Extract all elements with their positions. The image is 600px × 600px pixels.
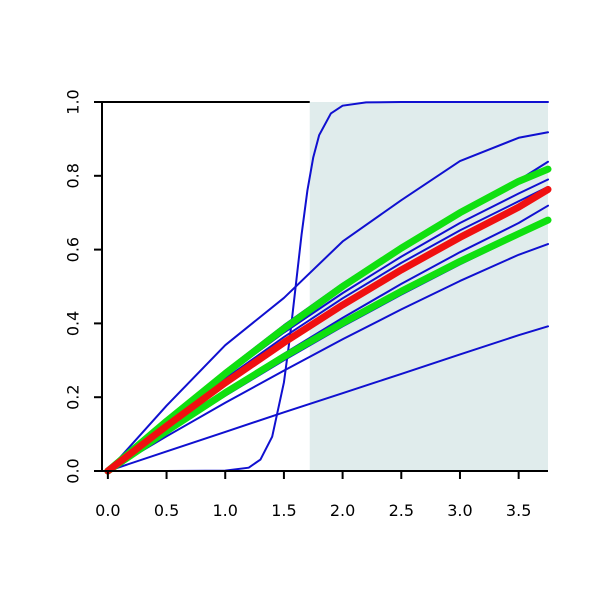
axes-layer: 0.0 0.2 0.4 0.6 0.8 1.0 0.0 0.5 1.0 1.5 2.0 2.5 3.0 3… — [64, 89, 548, 520]
x-tick-label: 1.5 — [271, 501, 296, 520]
y-tick-label: 0.4 — [64, 311, 83, 336]
x-tick-label: 2.5 — [389, 501, 414, 520]
y-tick-label: 0.2 — [64, 384, 83, 409]
series-line-9 — [106, 101, 549, 472]
y-tick-label: 1.0 — [64, 89, 83, 114]
series-line-11 — [104, 216, 552, 475]
series-line-1 — [106, 131, 549, 472]
series-layer — [104, 101, 552, 475]
x-tick-label: 1.0 — [213, 501, 238, 520]
x-tick-label: 3.5 — [506, 501, 531, 520]
x-tick-label: 0.0 — [95, 501, 120, 520]
x-tick-label: 2.0 — [330, 501, 355, 520]
y-tick-label: 0.8 — [64, 163, 83, 188]
series-line-8 — [106, 325, 549, 472]
x-tick-label: 3.0 — [447, 501, 472, 520]
y-tick-label: 0.6 — [64, 237, 83, 262]
series-line-12 — [104, 185, 552, 475]
shaded-region — [309, 102, 548, 471]
series-line-10 — [104, 165, 552, 475]
series-line-7 — [106, 243, 549, 472]
y-tick-label: 0.0 — [64, 458, 83, 483]
x-tick-label: 0.5 — [154, 501, 179, 520]
